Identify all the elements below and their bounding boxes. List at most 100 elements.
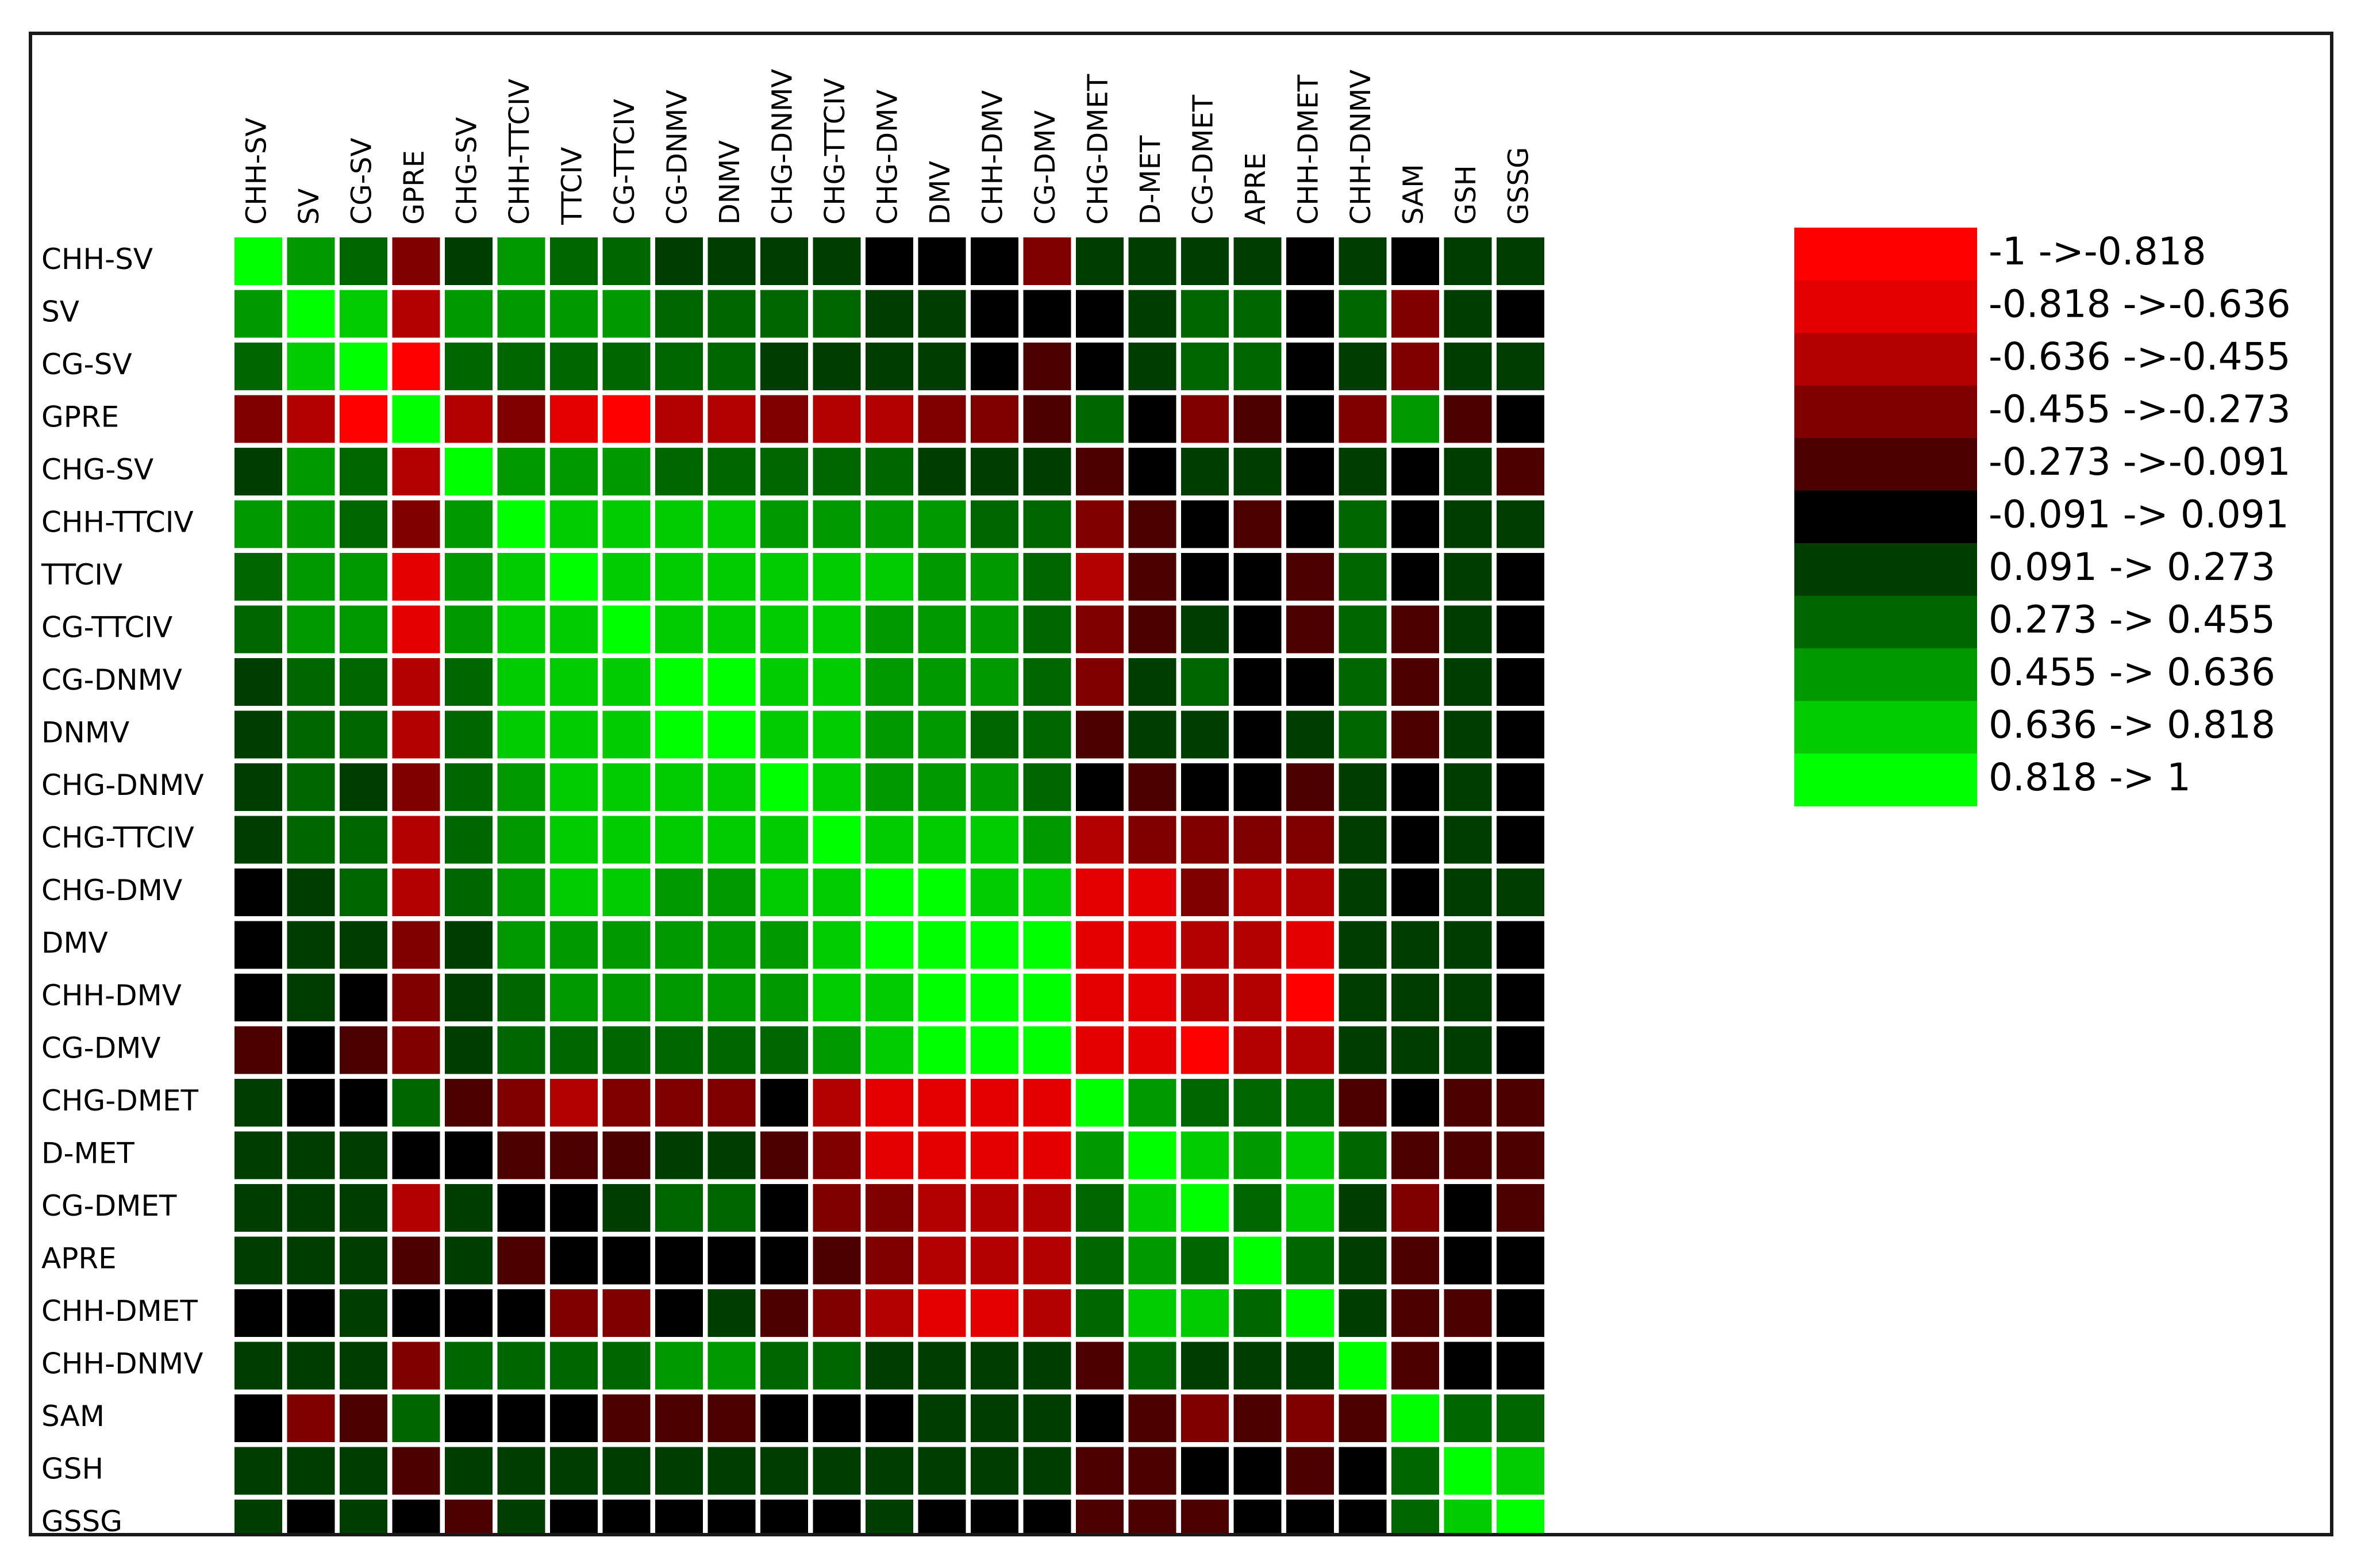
heatmap-cell-CG-DNMV-CHG-SV <box>445 658 493 706</box>
legend-swatch <box>1794 280 1977 333</box>
heatmap-cell-GSH-APRE <box>1233 1447 1282 1495</box>
heatmap-cell-CG-DMV-APRE <box>1233 1026 1282 1074</box>
heatmap-cell-GSSG-GSSG <box>1497 1500 1544 1533</box>
heatmap-cell-D-MET-GSH <box>1444 1131 1492 1179</box>
heatmap-cell-SV-CHG-DMET <box>1076 290 1124 338</box>
heatmap-cell-CHG-DNMV-CG-DNMV <box>655 763 703 811</box>
row-label: CG-DMET <box>41 1189 177 1223</box>
heatmap-cell-CHH-DMV-CHH-DMV <box>971 974 1018 1021</box>
legend-swatch <box>1794 754 1977 806</box>
heatmap-cell-CHG-TTCIV-CHH-DMV <box>971 816 1018 864</box>
heatmap-cell-DNMV-CHG-TTCIV <box>813 710 861 759</box>
heatmap-cell-CHH-DNMV-CG-TTCIV <box>602 1342 651 1390</box>
heatmap-cell-CHG-DMET-CG-DMET <box>1181 1079 1229 1127</box>
heatmap-cell-CHG-SV-GPRE <box>392 448 440 495</box>
heatmap-cell-DMV-CG-TTCIV <box>602 921 651 969</box>
heatmap-cell-CHG-TTCIV-CG-DMV <box>1023 816 1071 864</box>
column-label: CHH-DMV <box>977 90 1009 225</box>
heatmap-cell-D-MET-CHG-DNMV <box>760 1131 808 1179</box>
heatmap-cell-CHH-DMV-CG-DMET <box>1181 974 1229 1021</box>
heatmap-cell-APRE-CG-DNMV <box>655 1236 703 1285</box>
heatmap-cell-APRE-CHG-DNMV <box>760 1236 808 1285</box>
heatmap-cell-DMV-CHG-SV <box>445 921 493 969</box>
heatmap-cell-CHG-DMET-GSH <box>1444 1079 1492 1127</box>
heatmap-cell-CHG-DNMV-CHH-DMET <box>1286 763 1334 811</box>
heatmap-cell-CHH-TTCIV-CHG-DMV <box>866 500 913 548</box>
legend-label: -1 ->-0.818 <box>1989 229 2206 274</box>
heatmap-cell-CHH-DMET-CG-DNMV <box>655 1289 703 1337</box>
legend-swatch <box>1794 543 1977 596</box>
legend-label: 0.091 -> 0.273 <box>1989 545 2275 589</box>
heatmap-cell-D-MET-D-MET <box>1128 1131 1176 1179</box>
heatmap-cell-CHH-TTCIV-CHH-SV <box>234 500 282 548</box>
heatmap-cell-APRE-CHG-DMET <box>1076 1236 1124 1285</box>
legend-label: 0.818 -> 1 <box>1989 755 2191 800</box>
column-label: CHH-SV <box>241 118 273 225</box>
row-label: CG-DMV <box>41 1032 161 1065</box>
heatmap-cell-SV-CHG-SV <box>445 290 493 338</box>
heatmap-cell-D-MET-CHH-DMET <box>1286 1131 1334 1179</box>
heatmap-cell-CHG-SV-CHG-SV <box>445 448 493 495</box>
heatmap-cell-CHH-TTCIV-CG-TTCIV <box>602 500 651 548</box>
heatmap-cell-DMV-CHG-DMV <box>866 921 913 969</box>
heatmap-cell-CHG-DNMV-CG-DMV <box>1023 763 1071 811</box>
heatmap-cell-CHG-DMET-CHH-SV <box>234 1079 282 1127</box>
heatmap-cell-CG-DMV-CG-DMV <box>1023 1026 1071 1074</box>
heatmap-cell-CHG-SV-CHH-DMET <box>1286 448 1334 495</box>
heatmap-cell-SAM-GPRE <box>392 1394 440 1442</box>
heatmap-cell-CHH-DMET-CG-DMV <box>1023 1289 1071 1337</box>
heatmap-cell-TTCIV-GSH <box>1444 553 1492 601</box>
heatmap-cell-DNMV-CHH-DMET <box>1286 710 1334 759</box>
heatmap-cell-CG-DMV-CG-DNMV <box>655 1026 703 1074</box>
heatmap-cell-CG-TTCIV-SAM <box>1391 605 1439 654</box>
heatmap-cell-CG-SV-CG-SV <box>340 343 387 390</box>
heatmap-cell-CHH-DMV-GSH <box>1444 974 1492 1021</box>
heatmap-cell-SV-DNMV <box>707 290 756 338</box>
heatmap-cell-TTCIV-CG-SV <box>340 553 387 601</box>
heatmap-cell-CHH-TTCIV-CHG-TTCIV <box>813 500 861 548</box>
heatmap-cell-GPRE-CG-DMET <box>1181 395 1229 443</box>
heatmap-cell-DMV-CHH-DMET <box>1286 921 1334 969</box>
heatmap-cell-CHH-SV-CHG-DNMV <box>760 237 808 285</box>
heatmap-cell-CHG-DMET-TTCIV <box>550 1079 598 1127</box>
column-label: APRE <box>1240 153 1272 225</box>
heatmap-cell-TTCIV-CHG-DMET <box>1076 553 1124 601</box>
heatmap-cell-CHG-DMV-CG-SV <box>340 868 387 916</box>
heatmap-cell-CHH-TTCIV-GSH <box>1444 500 1492 548</box>
heatmap-cell-CHG-SV-CHH-DMV <box>971 448 1018 495</box>
heatmap-cell-CHH-DNMV-CHH-DMV <box>971 1342 1018 1390</box>
heatmap-cell-CHH-SV-DNMV <box>707 237 756 285</box>
heatmap-cell-APRE-CG-DMV <box>1023 1236 1071 1285</box>
heatmap-cell-CHG-SV-GSH <box>1444 448 1492 495</box>
heatmap-cell-CHH-TTCIV-SV <box>287 500 335 548</box>
heatmap-cell-D-MET-DNMV <box>707 1131 756 1179</box>
heatmap-cell-D-MET-CG-SV <box>340 1131 387 1179</box>
heatmap-cell-GSSG-CHG-DMET <box>1076 1500 1124 1533</box>
heatmap-cell-GSSG-CHH-DMV <box>971 1500 1018 1533</box>
heatmap-cell-CHH-SV-CG-SV <box>340 237 387 285</box>
heatmap-cell-GSH-DMV <box>918 1447 966 1495</box>
heatmap-cell-CG-DNMV-CG-DMET <box>1181 658 1229 706</box>
heatmap-cell-CG-DMET-GPRE <box>392 1184 440 1232</box>
heatmap-cell-CHH-DNMV-CHH-DNMV <box>1339 1342 1387 1390</box>
heatmap-cell-CG-DNMV-SV <box>287 658 335 706</box>
heatmap-cell-D-MET-TTCIV <box>550 1131 598 1179</box>
heatmap-cell-TTCIV-CHH-DNMV <box>1339 553 1387 601</box>
heatmap-cell-CHG-DMET-CHG-SV <box>445 1079 493 1127</box>
heatmap-cell-CG-DNMV-GSH <box>1444 658 1492 706</box>
heatmap-cell-D-MET-GSSG <box>1497 1131 1544 1179</box>
heatmap-cell-CG-SV-CG-DMV <box>1023 343 1071 390</box>
heatmap-cell-GSH-TTCIV <box>550 1447 598 1495</box>
heatmap-cell-CHG-DMV-CHH-SV <box>234 868 282 916</box>
heatmap-cell-CHH-DMV-CHH-TTCIV <box>497 974 545 1021</box>
heatmap-cell-SAM-CG-DMV <box>1023 1394 1071 1442</box>
heatmap-cell-APRE-CHH-SV <box>234 1236 282 1285</box>
heatmap-cell-SAM-TTCIV <box>550 1394 598 1442</box>
heatmap-cell-APRE-CHG-SV <box>445 1236 493 1285</box>
heatmap-cell-CHH-DMET-GPRE <box>392 1289 440 1337</box>
heatmap-cell-D-MET-CHH-SV <box>234 1131 282 1179</box>
heatmap-cell-CG-DMV-CHH-TTCIV <box>497 1026 545 1074</box>
heatmap-cell-CHH-DMET-SAM <box>1391 1289 1439 1337</box>
heatmap-cell-CG-SV-CG-DNMV <box>655 343 703 390</box>
heatmap-cell-CHH-DMV-CHH-DMET <box>1286 974 1334 1021</box>
